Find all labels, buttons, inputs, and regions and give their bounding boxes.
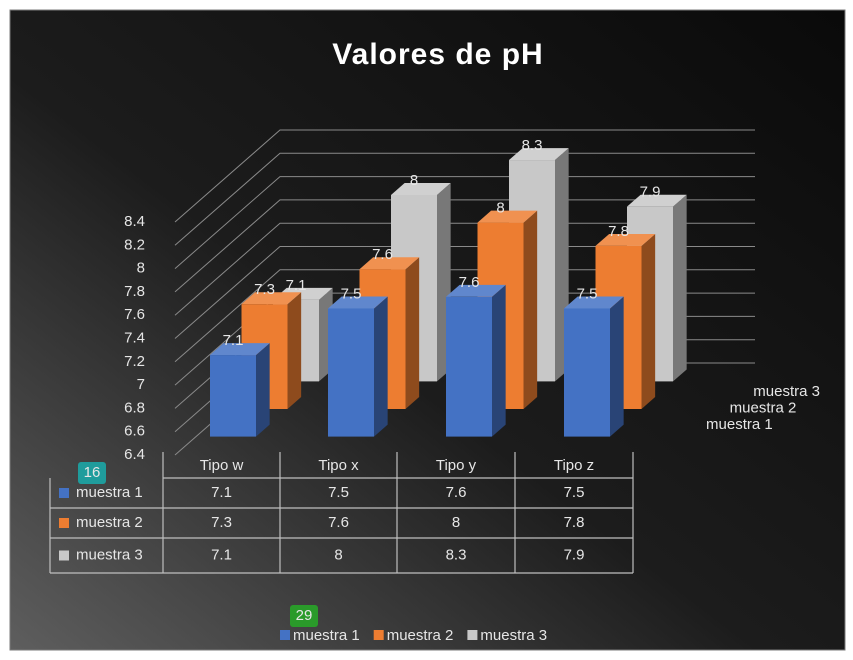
table-cell: 7.8 (564, 514, 585, 531)
bar-side (374, 296, 388, 437)
data-label: 7.1 (223, 332, 244, 349)
y-tick-label: 7.4 (124, 329, 145, 346)
bar-top (391, 183, 451, 195)
bar-top (564, 296, 624, 309)
legend-key (59, 550, 69, 561)
bar-side (523, 210, 538, 409)
data-label: 7.5 (577, 285, 598, 302)
y-tick-label: 7.6 (124, 306, 145, 323)
legend-key (280, 630, 290, 640)
y-tick-label: 7.2 (124, 353, 145, 370)
data-label: 7.6 (372, 246, 393, 263)
grid-line (174, 176, 755, 269)
bar-front (328, 308, 374, 437)
bar-top (359, 257, 420, 270)
data-label: 8.3 (522, 137, 543, 154)
data-label: 7.1 (286, 277, 307, 294)
x-tick-label: Tipo w (200, 457, 244, 474)
data-label: 8 (496, 200, 504, 217)
legend-label: muestra 1 (293, 627, 360, 644)
badge (78, 462, 106, 484)
table-cell: 7.5 (564, 484, 585, 501)
grid-line (174, 199, 755, 293)
row-label: muestra 3 (76, 546, 143, 563)
depth-label: muestra 1 (706, 416, 773, 433)
legend-key (59, 518, 69, 528)
badge (290, 605, 318, 627)
bar-side (673, 194, 687, 382)
grid-line (174, 222, 755, 316)
data-table: Tipo w Tipo x Tipo y Tipo z muestra 1 7.1 7.5 7… (49, 452, 634, 574)
bar-front (564, 308, 610, 437)
y-tick-label: 8.2 (124, 236, 145, 253)
bar-top (595, 233, 656, 246)
y-tick-label: 8.4 (124, 213, 145, 230)
bars: 7.1 8 8.3 7.9 7.3 7.6 8 7.8 7.1 7.5 7.6 7.5 (210, 137, 687, 437)
data-label: 7.8 (608, 223, 629, 240)
table-cell: 8.3 (446, 546, 467, 563)
grid-line (174, 129, 755, 223)
table-cell: 8 (334, 546, 342, 563)
y-tick-label: 6.4 (124, 446, 145, 463)
table-cell: 7.6 (328, 514, 349, 531)
y-tick-label: 6.8 (124, 399, 145, 416)
table-cell: 7.9 (564, 546, 585, 563)
badge-label: 16 (84, 464, 101, 481)
bar-front (446, 296, 492, 437)
row-label: muestra 1 (76, 484, 143, 501)
x-tick-label: Tipo x (318, 457, 359, 474)
bar-front (210, 355, 256, 437)
table-cell: 7.6 (446, 484, 467, 501)
grid-line (174, 152, 755, 246)
depth-label: muestra 2 (730, 399, 797, 416)
bar-side (405, 257, 420, 409)
bar-side (641, 233, 656, 409)
legend-key (373, 630, 384, 640)
bar-top (210, 343, 270, 356)
data-label: 7.6 (459, 274, 480, 291)
table-cell: 7.3 (211, 514, 232, 531)
data-label: 8 (410, 172, 418, 189)
bar-top (509, 148, 569, 161)
depth-label: muestra 3 (753, 383, 820, 400)
data-label: 7.5 (341, 285, 362, 302)
row-label: muestra 2 (76, 514, 143, 531)
bar (564, 296, 624, 437)
bar (328, 296, 388, 437)
data-label: 7.9 (640, 184, 661, 201)
x-tick-label: Tipo z (554, 457, 594, 474)
legend-label: muestra 3 (480, 627, 547, 644)
table-cell: 7.1 (211, 546, 232, 563)
y-tick-label: 7 (137, 376, 145, 393)
table-cell: 8 (452, 514, 460, 531)
badge-label: 29 (296, 607, 313, 624)
table-cell: 7.1 (211, 484, 232, 501)
y-tick-label: 8 (137, 260, 145, 277)
bar-top (241, 292, 302, 305)
x-tick-label: Tipo y (436, 457, 477, 474)
bar-top (446, 284, 506, 297)
bar-top (328, 296, 388, 309)
legend: muestra 1 muestra 2 muestra 3 (280, 627, 547, 644)
y-tick-label: 7.8 (124, 283, 145, 300)
bar-top (477, 210, 538, 223)
legend-label: muestra 2 (387, 627, 454, 644)
data-label: 7.3 (254, 281, 275, 298)
table-cell: 7.5 (328, 484, 349, 501)
bar-side (287, 292, 302, 409)
y-tick-label: 6.6 (124, 423, 145, 440)
legend-key (59, 488, 69, 498)
bar-side (610, 296, 624, 437)
bar-side (492, 284, 506, 437)
bar-top (627, 194, 687, 207)
bar (210, 343, 270, 437)
legend-key (467, 630, 478, 640)
bar-side (256, 343, 270, 437)
chart-title: Valores de pH (332, 38, 543, 71)
bar (446, 284, 506, 437)
